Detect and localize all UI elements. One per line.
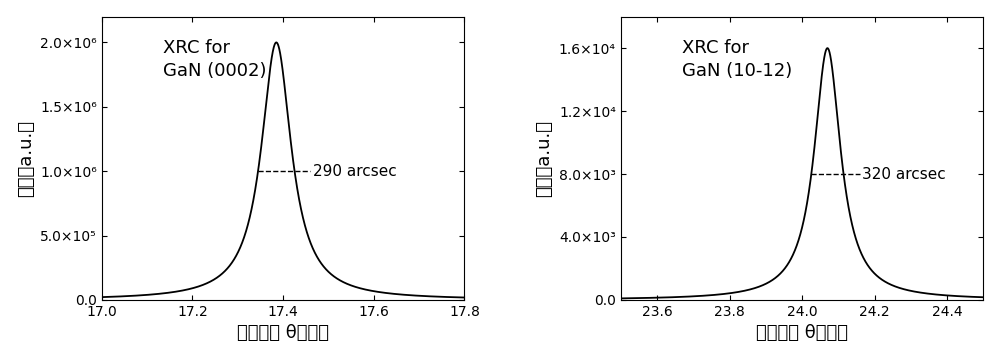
X-axis label: 衍射角度 θ（度）: 衍射角度 θ（度）	[756, 324, 848, 342]
X-axis label: 衍射角度 θ（度）: 衍射角度 θ（度）	[237, 324, 329, 342]
Text: 290 arcsec: 290 arcsec	[313, 164, 396, 179]
Text: XRC for
GaN (10-12): XRC for GaN (10-12)	[682, 39, 793, 80]
Y-axis label: 强度（a.u.）: 强度（a.u.）	[17, 120, 35, 197]
Y-axis label: 强度（a.u.）: 强度（a.u.）	[535, 120, 553, 197]
Text: 320 arcsec: 320 arcsec	[862, 167, 946, 182]
Text: XRC for
GaN (0002): XRC for GaN (0002)	[163, 39, 267, 80]
